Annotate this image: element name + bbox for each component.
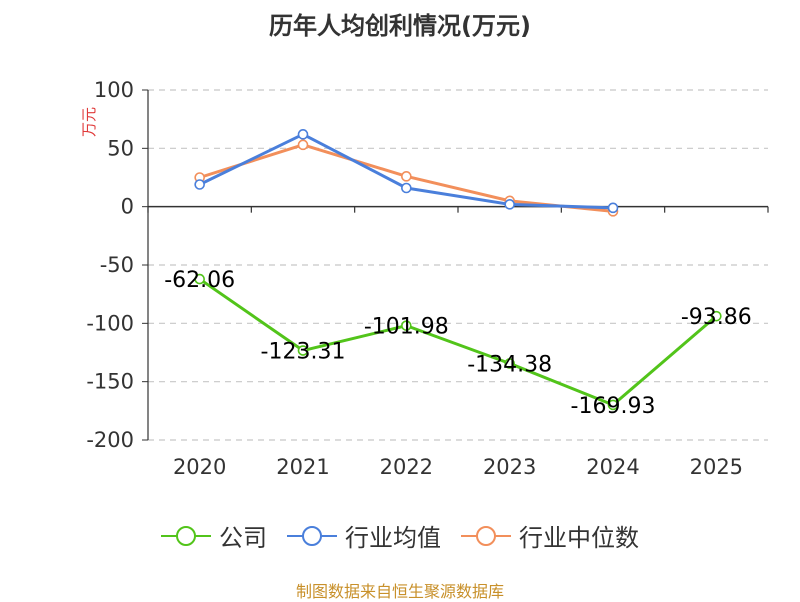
legend-marker-company (161, 525, 211, 546)
data-label: -93.86 (681, 305, 752, 330)
x-tick-label: 2024 (586, 455, 639, 479)
data-label: -62.06 (164, 268, 235, 293)
y-tick-label: -50 (100, 253, 134, 277)
data-point (297, 129, 309, 140)
series-industry-avg (194, 129, 619, 214)
data-label: -134.38 (467, 352, 552, 377)
data-label: -101.98 (364, 315, 449, 340)
x-tick-label: 2020 (173, 455, 226, 479)
data-point (504, 199, 515, 210)
legend-item-industry-median[interactable]: 行业中位数 (461, 518, 639, 553)
data-point (504, 358, 515, 369)
x-tick-label: 2023 (483, 455, 536, 479)
chart-title: 历年人均创利情况(万元) (269, 12, 531, 40)
legend-item-company[interactable]: 公司 (161, 518, 267, 553)
data-point (607, 399, 619, 411)
y-tick-label: 100 (94, 78, 134, 102)
y-tick-label: 0 (121, 195, 134, 219)
data-point (401, 171, 412, 182)
legend-marker-industry-median (461, 525, 511, 546)
legend-marker-industry-avg (287, 525, 337, 546)
data-point (711, 310, 722, 322)
chart-legend: 公司 行业均值 行业中位数 (0, 518, 800, 553)
data-point (401, 182, 412, 194)
data-point (297, 345, 309, 356)
legend-label-industry-avg: 行业均值 (345, 524, 441, 552)
series-company: -62.06 -123.31 -101.98 -134.38 -169.93 -93.86 (164, 268, 752, 419)
data-point (194, 179, 205, 190)
data-label: -169.93 (571, 394, 656, 419)
series-line (198, 277, 718, 407)
y-unit-label: 万元 (80, 107, 98, 137)
y-tick-label: 50 (107, 136, 134, 160)
legend-label-industry-median: 行业中位数 (519, 524, 639, 552)
data-label: -123.31 (261, 340, 346, 365)
legend-label-company: 公司 (219, 524, 267, 552)
y-tick-label: -150 (86, 370, 134, 394)
x-tick-label: 2022 (380, 455, 433, 479)
legend-item-industry-avg[interactable]: 行业均值 (287, 518, 441, 553)
data-point (194, 273, 205, 285)
data-point (607, 202, 619, 214)
y-tick-label: -200 (86, 428, 134, 452)
data-point (401, 320, 412, 331)
data-point (297, 139, 309, 151)
x-tick-label: 2021 (276, 455, 329, 479)
y-tick-label: -100 (86, 311, 134, 335)
x-tick-label: 2025 (690, 455, 743, 479)
source-note: 制图数据来自恒生聚源数据库 (295, 582, 504, 601)
